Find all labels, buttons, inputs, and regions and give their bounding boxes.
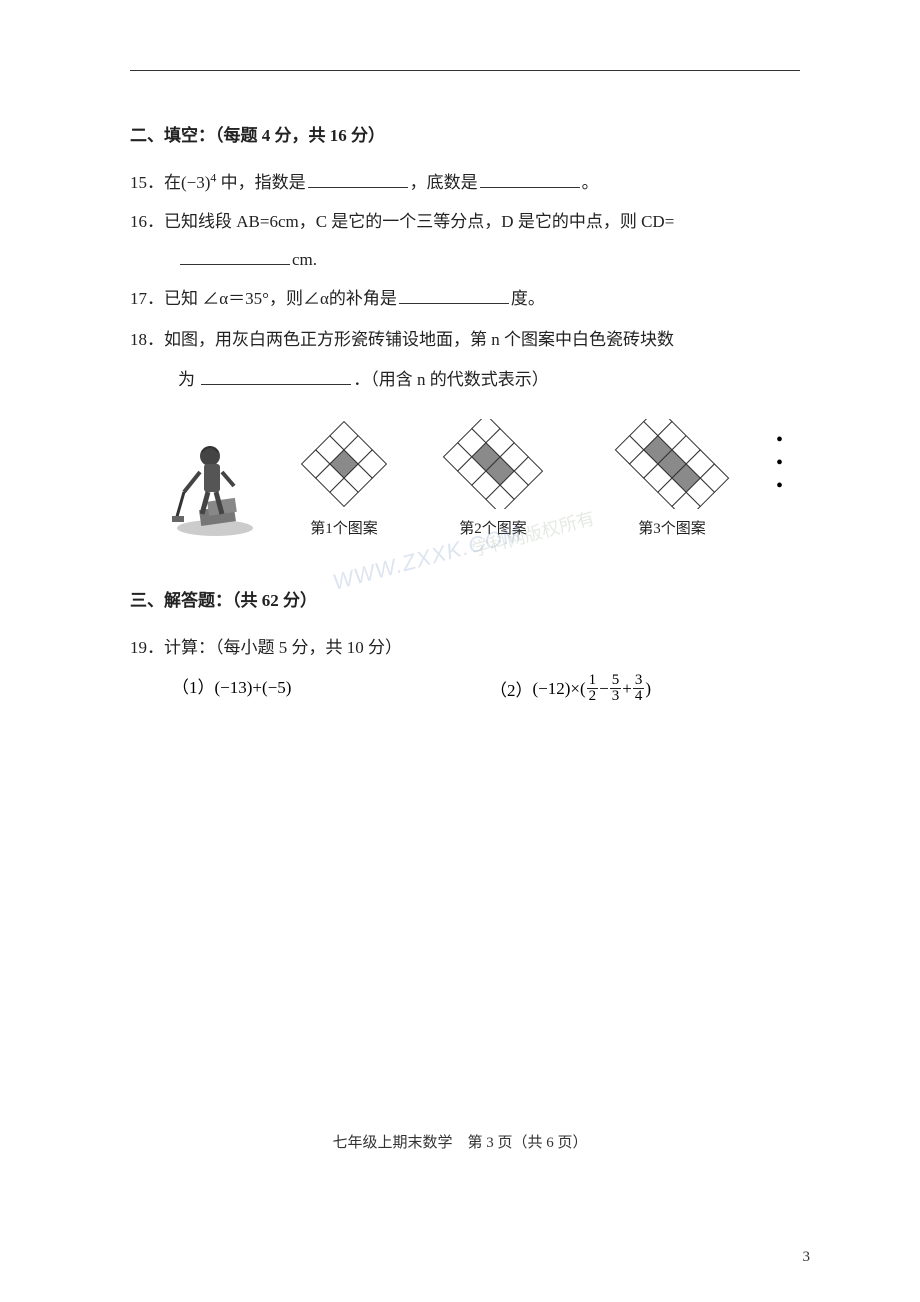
section3: 三、解答题：（共 62 分） 19．计算：（每小题 5 分，共 10 分） （1… bbox=[130, 586, 800, 705]
plus: + bbox=[622, 679, 632, 699]
q17: 17．已知 ∠α＝35°，则∠α的补角是 度。 bbox=[130, 280, 800, 317]
f3n: 3 bbox=[633, 673, 645, 690]
minus: − bbox=[599, 679, 609, 699]
f3d: 4 bbox=[633, 689, 645, 705]
f1d: 2 bbox=[587, 689, 599, 705]
figure-row: 第1个图案 bbox=[160, 419, 800, 538]
section3-title: 三、解答题：（共 62 分） bbox=[130, 586, 800, 611]
frac3: 34 bbox=[633, 673, 645, 706]
frac2: 53 bbox=[610, 673, 622, 706]
q18-blank bbox=[201, 368, 351, 385]
q18-num: 18． bbox=[130, 320, 164, 361]
f2n: 5 bbox=[610, 673, 622, 690]
page-footer: 七年级上期末数学 第 3 页（共 6 页） bbox=[0, 1131, 920, 1152]
q17-pre: 已知 ∠α＝35°，则∠α的补角是 bbox=[164, 289, 397, 308]
q16-num: 16． bbox=[130, 203, 164, 240]
q15-blank1 bbox=[308, 171, 408, 188]
top-rule bbox=[130, 70, 800, 71]
q15-mid2: ，底数是 bbox=[410, 173, 478, 192]
figure-1: 第1个图案 bbox=[284, 419, 404, 538]
pattern1-svg bbox=[284, 419, 404, 509]
figure-2: 第2个图案 bbox=[418, 419, 568, 538]
figure-dots: • • • bbox=[776, 429, 800, 498]
q18-line2: 为 ．（用含 n 的代数式表示） bbox=[130, 360, 800, 401]
q17-num: 17． bbox=[130, 280, 164, 317]
f2d: 3 bbox=[610, 689, 622, 705]
q17-blank bbox=[399, 287, 509, 304]
q15-blank2 bbox=[480, 171, 580, 188]
q15-end: 。 bbox=[582, 173, 599, 192]
q17-end: 度。 bbox=[511, 289, 545, 308]
figure-builder bbox=[160, 428, 270, 538]
pattern2-svg bbox=[418, 419, 568, 509]
q19-sub2-pre: (−12)×( bbox=[533, 679, 586, 699]
q19-subs: （1）(−13)+(−5) （2） (−12)×( 12 − 53 + 34 ) bbox=[130, 673, 800, 706]
q18-line1: 如图，用灰白两色正方形瓷砖铺设地面，第 n 个图案中白色瓷砖块数 bbox=[164, 330, 674, 349]
q19: 19．计算：（每小题 5 分，共 10 分） bbox=[130, 629, 800, 666]
q19-sub2-post: ) bbox=[645, 679, 651, 699]
q15-mid1: 中，指数是 bbox=[216, 173, 305, 192]
q18-l2post: ．（用含 n 的代数式表示） bbox=[353, 370, 549, 389]
figure-3: 第3个图案 bbox=[582, 419, 762, 538]
exam-page: 二、填空：（每题 4 分，共 16 分） 15．在(−3) 4 中，指数是 ，底数是… bbox=[0, 0, 920, 1302]
fig3-caption: 第3个图案 bbox=[638, 517, 706, 538]
q16-line1: 已知线段 AB=6cm，C 是它的一个三等分点，D 是它的中点，则 CD= bbox=[164, 212, 674, 231]
pattern3-svg bbox=[582, 419, 762, 509]
q19-sub2: （2） (−12)×( 12 − 53 + 34 ) bbox=[490, 673, 651, 706]
fig2-caption: 第2个图案 bbox=[459, 517, 527, 538]
q19-sub1-label: （1） bbox=[172, 678, 215, 697]
q18: 18．如图，用灰白两色正方形瓷砖铺设地面，第 n 个图案中白色瓷砖块数 为 ．（… bbox=[130, 320, 800, 402]
page-number-corner: 3 bbox=[803, 1249, 811, 1266]
frac1: 12 bbox=[587, 673, 599, 706]
q15-num: 15． bbox=[130, 164, 164, 201]
section2-title: 二、填空：（每题 4 分，共 16 分） bbox=[130, 121, 800, 146]
q19-num: 19． bbox=[130, 629, 164, 666]
q19-sub1-expr: (−13)+(−5) bbox=[215, 678, 292, 697]
q16-unit: cm. bbox=[292, 250, 317, 269]
q19-sub1: （1）(−13)+(−5) bbox=[130, 673, 490, 706]
f1n: 1 bbox=[587, 673, 599, 690]
q15: 15．在(−3)4 中，指数是，底数是。 bbox=[130, 164, 800, 201]
q19-text: 计算：（每小题 5 分，共 10 分） bbox=[164, 638, 402, 657]
q15-pre: 在(−3) bbox=[164, 173, 210, 192]
builder-icon bbox=[160, 428, 270, 538]
q18-l2pre: 为 bbox=[178, 370, 199, 389]
q19-sub2-label: （2） bbox=[490, 676, 533, 701]
q16-blank bbox=[180, 248, 290, 265]
fig1-caption: 第1个图案 bbox=[310, 517, 378, 538]
q16: 16．已知线段 AB=6cm，C 是它的一个三等分点，D 是它的中点，则 CD=… bbox=[130, 203, 800, 278]
q16-line2: cm. bbox=[130, 241, 800, 278]
